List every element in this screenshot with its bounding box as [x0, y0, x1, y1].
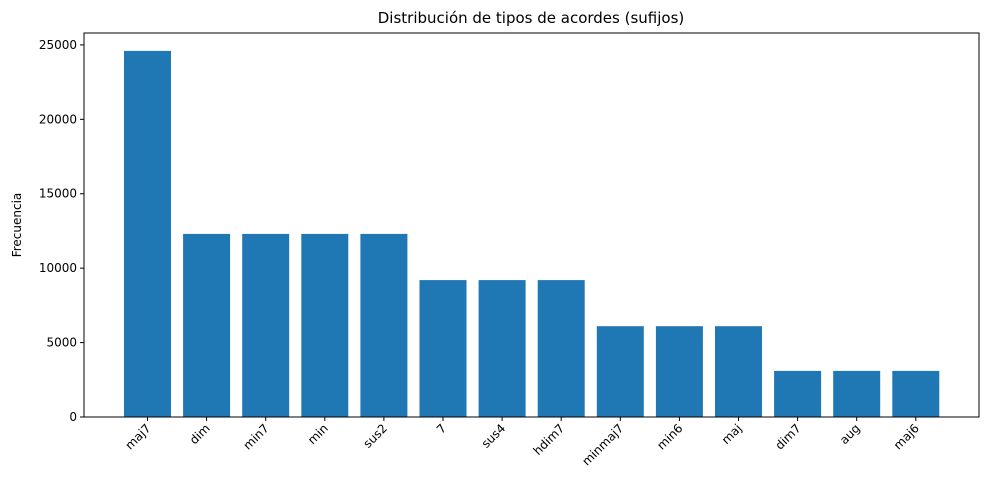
x-tick-label: min6 [654, 421, 685, 452]
x-tick-label: aug [837, 421, 863, 447]
x-axis-ticks: maj7 dim min7 min sus2 7 sus4 hdim7 minmaj7 min6 m… [122, 417, 922, 468]
x-tick-label: dim [187, 421, 213, 447]
x-tick-label: minmaj7 [579, 421, 626, 468]
x-tick-label: dim7 [772, 421, 803, 452]
y-tick-label: 25000 [39, 38, 77, 52]
bar-maj7 [124, 50, 171, 418]
bar-sus4 [478, 280, 526, 417]
y-tick-label: 20000 [39, 112, 77, 126]
bar-min7 [242, 233, 290, 417]
bars-group [124, 50, 940, 418]
x-tick-label: maj6 [891, 421, 922, 452]
bar-7 [419, 280, 467, 417]
y-axis-ticks: 0 5000 10000 15000 20000 25000 [39, 38, 84, 424]
y-tick-label: 15000 [39, 187, 77, 201]
bar-sus2 [360, 233, 408, 417]
y-tick-label: 5000 [46, 336, 77, 350]
bar-maj [715, 326, 762, 417]
plot-frame [83, 32, 980, 418]
bar-maj6 [892, 370, 940, 417]
bar-dim [183, 233, 231, 417]
x-tick-label: sus2 [360, 421, 390, 451]
y-tick-label: 0 [69, 410, 77, 424]
x-tick-label: maj7 [122, 421, 153, 452]
chart-title: Distribución de tipos de acordes (sufijo… [378, 9, 685, 27]
x-tick-label: min7 [241, 421, 272, 452]
bar-min6 [655, 326, 703, 417]
bar-minmaj7 [596, 326, 644, 417]
x-tick-label: sus4 [479, 421, 509, 451]
bar-hdim7 [537, 280, 585, 417]
bar-aug [833, 370, 881, 417]
y-axis-label: Frecuencia [10, 193, 24, 258]
bar-min [301, 233, 349, 417]
y-tick-label: 10000 [39, 261, 77, 275]
bar-dim7 [774, 370, 822, 417]
x-tick-label: 7 [434, 421, 449, 436]
x-tick-label: min [305, 421, 331, 447]
x-tick-label: hdim7 [531, 421, 568, 458]
x-tick-label: maj [719, 421, 745, 447]
